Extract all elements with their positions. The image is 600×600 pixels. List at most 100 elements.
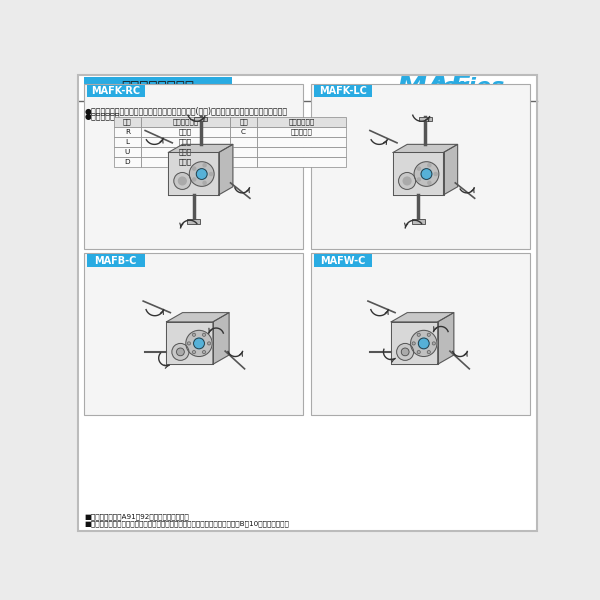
Circle shape (202, 350, 206, 353)
Bar (257, 137, 346, 146)
Bar (141, 146, 230, 157)
Polygon shape (438, 313, 454, 364)
Text: 右　側: 右 側 (179, 128, 192, 135)
Bar (257, 146, 346, 157)
Text: 出力軸の方向: 出力軸の方向 (289, 118, 315, 125)
Circle shape (418, 338, 429, 349)
Circle shape (202, 333, 206, 336)
Circle shape (410, 331, 437, 356)
Bar (194, 116, 207, 121)
Text: 下　側: 下 側 (179, 158, 192, 165)
Bar (114, 157, 141, 167)
Bar (114, 146, 141, 157)
Circle shape (414, 162, 439, 187)
Bar (311, 253, 530, 415)
Circle shape (427, 350, 430, 353)
Bar (141, 116, 230, 127)
Text: 出力軸両軸: 出力軸両軸 (291, 128, 313, 135)
Circle shape (176, 348, 184, 356)
Circle shape (421, 169, 432, 179)
Polygon shape (219, 145, 233, 195)
Text: ●軸配置の記号: ●軸配置の記号 (84, 113, 120, 122)
Bar (114, 116, 141, 127)
Bar (230, 146, 257, 157)
Circle shape (193, 167, 196, 170)
Text: 上　側: 上 側 (179, 148, 192, 155)
Circle shape (174, 172, 191, 190)
Circle shape (418, 167, 421, 170)
Circle shape (434, 172, 437, 176)
Text: L: L (125, 139, 130, 145)
Polygon shape (391, 322, 438, 364)
Bar (78, 75, 537, 103)
Circle shape (172, 343, 189, 361)
Circle shape (427, 333, 430, 336)
Bar (187, 220, 200, 224)
Circle shape (190, 162, 214, 187)
Bar (84, 77, 232, 97)
Text: 左　側: 左 側 (179, 139, 192, 145)
Polygon shape (166, 313, 229, 322)
Text: 記号: 記号 (239, 118, 248, 125)
Circle shape (209, 172, 212, 176)
Circle shape (193, 333, 196, 336)
Polygon shape (213, 313, 229, 364)
Bar (230, 137, 257, 146)
Text: ■特殊な取付状態については、当社へお問い合わせ下さい。なお、参考としてB－10をご覧下さい。: ■特殊な取付状態については、当社へお問い合わせ下さい。なお、参考としてB－10を… (84, 520, 289, 527)
Text: U: U (125, 149, 130, 155)
Bar (230, 116, 257, 127)
Bar (257, 116, 346, 127)
Circle shape (194, 338, 205, 349)
Text: 軸配置と回転方向: 軸配置と回転方向 (121, 80, 194, 95)
Polygon shape (166, 322, 213, 364)
Bar (141, 137, 230, 146)
Text: MAFK-RC: MAFK-RC (91, 86, 140, 96)
Circle shape (401, 348, 409, 356)
Circle shape (432, 342, 436, 345)
Circle shape (417, 350, 420, 353)
Text: R: R (125, 128, 130, 134)
Text: D: D (125, 159, 130, 165)
Circle shape (428, 164, 431, 167)
Circle shape (178, 177, 186, 185)
Bar (412, 220, 425, 224)
Circle shape (417, 333, 420, 336)
Text: MAFK-LC: MAFK-LC (319, 86, 367, 96)
Polygon shape (393, 145, 458, 152)
Bar (314, 85, 372, 97)
Circle shape (403, 177, 411, 185)
Text: MAFW-C: MAFW-C (320, 256, 365, 266)
Circle shape (203, 181, 206, 184)
Polygon shape (443, 145, 458, 195)
Text: MAF: MAF (397, 73, 472, 102)
Bar (86, 85, 145, 97)
Text: ●軸配置は入力軸またはモータを手前にして出力軸(青色)の出ている方向で決定して下さい。: ●軸配置は入力軸またはモータを手前にして出力軸(青色)の出ている方向で決定して下… (84, 106, 287, 115)
Polygon shape (169, 145, 233, 152)
Bar (141, 127, 230, 137)
Circle shape (412, 342, 415, 345)
Bar (230, 127, 257, 137)
Bar (311, 83, 530, 249)
Bar (419, 116, 431, 121)
Bar (230, 157, 257, 167)
Circle shape (397, 343, 413, 361)
Bar (86, 254, 145, 267)
Circle shape (428, 181, 431, 184)
Text: 出力軸の方向: 出力軸の方向 (172, 118, 199, 125)
Bar (114, 137, 141, 146)
Circle shape (398, 172, 416, 190)
Text: C: C (241, 128, 246, 134)
Circle shape (418, 178, 421, 181)
Circle shape (193, 178, 196, 181)
Polygon shape (393, 152, 443, 195)
Bar (114, 127, 141, 137)
Bar (314, 254, 372, 267)
Bar (84, 83, 303, 249)
Text: 記号: 記号 (123, 118, 131, 125)
Circle shape (196, 169, 207, 179)
Bar (141, 157, 230, 167)
Circle shape (193, 350, 196, 353)
Text: MAFB-C: MAFB-C (95, 256, 137, 266)
Bar (257, 127, 346, 137)
Circle shape (186, 331, 212, 356)
